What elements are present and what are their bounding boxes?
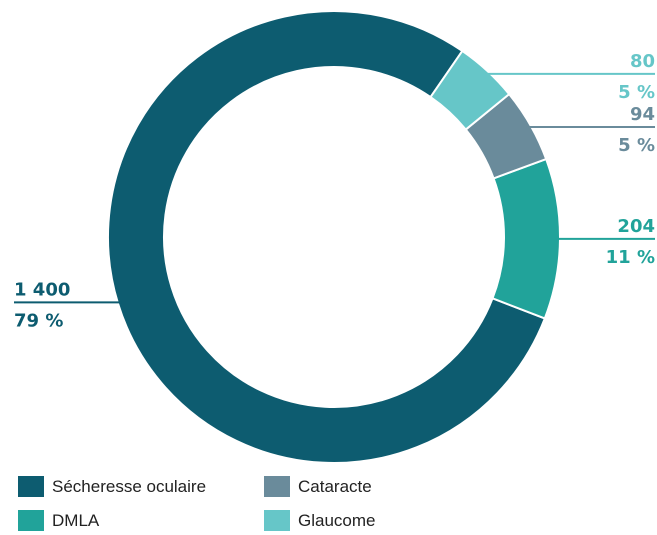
legend-swatch-secheresse — [18, 476, 44, 497]
callout-cataracte: 945 % — [526, 104, 655, 156]
legend-item-dmla: DMLA — [18, 510, 99, 531]
value-label-cataracte: 94 — [630, 104, 655, 125]
callout-dmla: 204 11 % — [555, 216, 655, 268]
legend-label-cataracte: Cataracte — [298, 476, 372, 496]
legend-label-glaucome: Glaucome — [298, 510, 376, 530]
legend: Sécheresse oculaire Cataracte DMLA Glauc… — [18, 470, 438, 531]
legend-label-dmla: DMLA — [52, 510, 100, 530]
slice-dmla — [491, 157, 561, 320]
legend-swatch-glaucome — [264, 510, 290, 531]
slice-secheresse — [107, 10, 547, 464]
slice-glaucome — [429, 49, 511, 131]
value-label-secheresse: 1 400 — [14, 279, 70, 300]
legend-item-cataracte: Cataracte — [264, 476, 372, 497]
callout-secheresse: 1 400 79 % — [14, 279, 122, 331]
legend-label-secheresse: Sécheresse oculaire — [52, 476, 207, 496]
percent-label-secheresse: 79 % — [14, 310, 63, 331]
legend-swatch-cataracte — [264, 476, 290, 497]
value-label-dmla: 204 — [617, 216, 655, 237]
legend-swatch-dmla — [18, 510, 44, 531]
percent-label-cataracte: 5 % — [618, 135, 655, 156]
percent-label-glaucome: 5 % — [618, 82, 655, 103]
percent-label-dmla: 11 % — [606, 247, 655, 268]
legend-item-glaucome: Glaucome — [264, 510, 375, 531]
legend-item-secheresse: Sécheresse oculaire — [18, 476, 206, 497]
callout-glaucome: 805 % — [484, 51, 655, 103]
value-label-glaucome: 80 — [630, 51, 655, 72]
